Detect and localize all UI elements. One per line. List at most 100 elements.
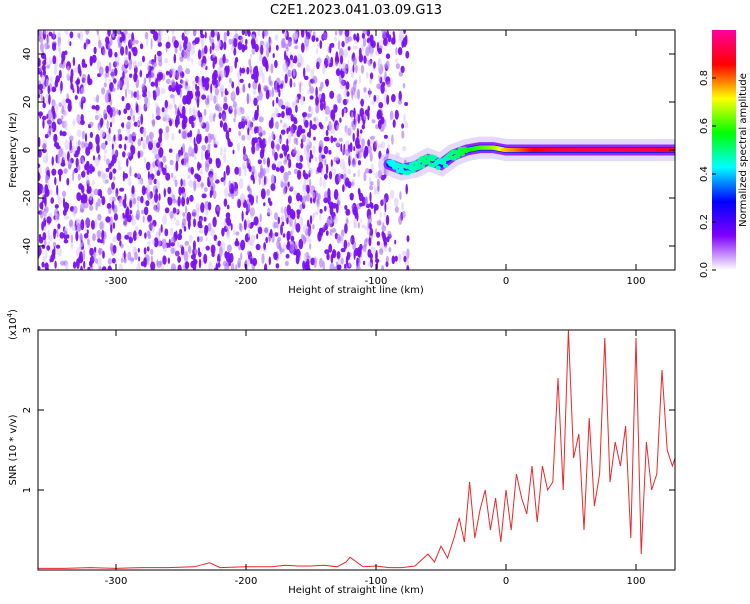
- noise-speckle: [204, 31, 207, 39]
- noise-speckle: [40, 74, 46, 83]
- noise-speckle: [281, 111, 285, 119]
- noise-speckle: [161, 238, 167, 249]
- noise-speckle: [352, 206, 358, 216]
- noise-speckle: [161, 107, 165, 113]
- noise-speckle: [369, 152, 373, 162]
- noise-speckle: [162, 255, 167, 265]
- noise-speckle: [222, 103, 229, 111]
- noise-speckle: [85, 30, 90, 35]
- noise-speckle: [108, 207, 112, 214]
- noise-speckle: [345, 125, 349, 136]
- noise-speckle: [344, 263, 347, 269]
- noise-speckle: [183, 225, 187, 232]
- noise-speckle: [317, 231, 322, 242]
- noise-speckle: [81, 185, 85, 194]
- noise-speckle: [59, 232, 65, 239]
- noise-speckle: [84, 142, 89, 148]
- noise-speckle: [164, 57, 169, 64]
- noise-speckle: [50, 197, 54, 204]
- noise-speckle: [270, 183, 276, 192]
- noise-speckle: [225, 217, 228, 223]
- noise-speckle: [72, 119, 76, 127]
- noise-speckle: [404, 121, 409, 129]
- noise-speckle: [182, 143, 186, 154]
- noise-speckle: [212, 216, 217, 228]
- noise-speckle: [274, 107, 279, 118]
- noise-speckle: [309, 243, 312, 250]
- noise-speckle: [297, 124, 303, 136]
- noise-speckle: [371, 119, 376, 124]
- noise-speckle: [290, 126, 294, 137]
- noise-speckle: [164, 107, 169, 114]
- noise-speckle: [156, 142, 161, 149]
- noise-speckle: [190, 254, 196, 260]
- noise-speckle: [76, 129, 82, 137]
- noise-speckle: [367, 139, 371, 147]
- noise-speckle: [229, 65, 234, 73]
- noise-speckle: [137, 201, 140, 212]
- noise-speckle: [211, 42, 215, 51]
- noise-speckle: [283, 159, 288, 165]
- noise-speckle: [327, 56, 330, 67]
- noise-speckle: [369, 139, 375, 145]
- noise-speckle: [57, 118, 62, 123]
- noise-speckle: [398, 90, 402, 102]
- noise-speckle: [129, 200, 132, 208]
- noise-speckle: [306, 219, 310, 228]
- noise-speckle: [168, 103, 173, 110]
- noise-speckle: [160, 30, 163, 36]
- noise-speckle: [352, 132, 355, 142]
- noise-speckle: [268, 37, 272, 46]
- noise-speckle: [155, 206, 160, 213]
- noise-speckle: [237, 262, 241, 269]
- noise-speckle: [251, 165, 256, 176]
- noise-speckle: [72, 67, 79, 73]
- noise-speckle: [178, 186, 182, 196]
- noise-speckle: [283, 171, 289, 183]
- noise-speckle: [328, 150, 332, 155]
- noise-speckle: [274, 232, 279, 237]
- noise-speckle: [362, 37, 367, 47]
- noise-speckle: [403, 113, 406, 123]
- noise-speckle: [197, 161, 201, 171]
- noise-speckle: [125, 88, 127, 99]
- noise-speckle: [112, 87, 116, 92]
- noise-speckle: [134, 173, 138, 178]
- noise-speckle: [385, 53, 391, 59]
- noise-speckle: [391, 94, 396, 103]
- noise-speckle: [190, 46, 196, 55]
- figure-title: C2E1.2023.041.03.09.G13: [270, 3, 442, 18]
- noise-speckle: [81, 141, 85, 149]
- noise-speckle: [118, 109, 121, 116]
- noise-speckle: [183, 251, 189, 262]
- noise-speckle: [310, 197, 313, 204]
- spectrogram-y-tick-label: -20: [22, 190, 33, 206]
- noise-speckle: [224, 187, 229, 198]
- noise-speckle: [125, 208, 129, 219]
- noise-speckle: [394, 109, 399, 120]
- noise-speckle: [340, 257, 344, 265]
- noise-speckle: [324, 105, 330, 115]
- noise-speckle: [188, 234, 193, 243]
- noise-speckle: [339, 47, 344, 59]
- noise-speckle: [214, 172, 218, 182]
- noise-speckle: [369, 227, 374, 236]
- noise-speckle: [187, 245, 192, 254]
- noise-speckle: [215, 105, 219, 111]
- noise-speckle: [282, 233, 286, 238]
- noise-speckle: [330, 253, 334, 264]
- snr-x-tick-label: -300: [105, 576, 128, 587]
- noise-speckle: [295, 210, 298, 219]
- noise-speckle: [246, 250, 250, 256]
- noise-speckle: [41, 187, 46, 193]
- noise-speckle: [186, 55, 191, 62]
- noise-speckle: [52, 241, 57, 248]
- noise-speckle: [196, 182, 201, 189]
- noise-speckle: [44, 134, 49, 139]
- noise-speckle: [155, 106, 161, 117]
- noise-speckle: [233, 188, 239, 197]
- noise-speckle: [232, 101, 237, 108]
- noise-speckle: [207, 222, 212, 232]
- noise-speckle: [380, 83, 385, 94]
- noise-speckle: [147, 70, 152, 79]
